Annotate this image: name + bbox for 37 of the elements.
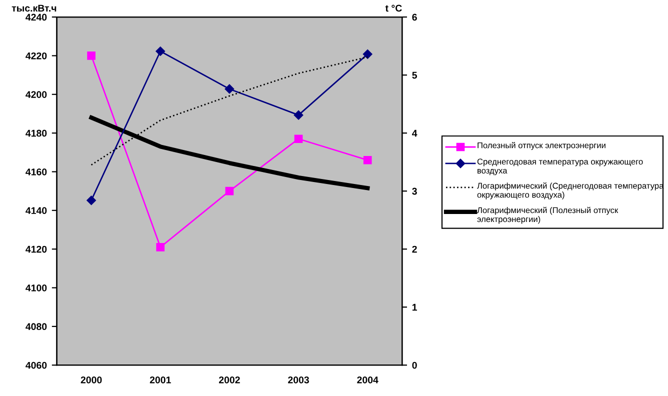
y-tick-label: 4140 (26, 207, 47, 214)
y2-tick-label: 5 (412, 72, 417, 79)
legend-label: Логарифмический (Полезный отпуск электроэнергии) (477, 206, 618, 224)
point (156, 242, 165, 252)
x-tick-label: 2000 (80, 376, 102, 384)
legend-label: Среднегодовая температура окружающего воздуха (477, 158, 643, 176)
x-tick-label: 2002 (218, 376, 240, 384)
y-tick-label: 4200 (26, 91, 47, 98)
point (225, 186, 234, 196)
y2-tick-label: 0 (412, 362, 417, 369)
y-tick-label: 4060 (26, 362, 47, 369)
point (86, 196, 96, 205)
point (294, 110, 304, 120)
y-axis-title: тыс.кВт.ч (12, 4, 56, 12)
y-tick-label: 4120 (26, 246, 47, 253)
y-tick-label: 4100 (26, 284, 47, 292)
y-tick-label: 4160 (26, 168, 47, 176)
y2-tick-label: 2 (412, 246, 417, 253)
point (362, 50, 372, 59)
y-tick-label: 4180 (26, 130, 47, 137)
y-tick-label: 4080 (26, 323, 47, 330)
point (363, 156, 372, 164)
y2-tick-label: 4 (412, 130, 418, 137)
point (294, 134, 303, 144)
y2-tick-label: 1 (412, 304, 417, 311)
legend-label: Полезный отпуск электроэнергии (478, 142, 606, 150)
x-tick-label: 2004 (357, 376, 378, 384)
point (156, 46, 166, 56)
y-tick-label: 4220 (26, 52, 47, 60)
point (224, 84, 234, 94)
y2-tick-label: 6 (412, 14, 417, 21)
y-tick-label: 4240 (26, 14, 47, 21)
y2-tick-label: 3 (412, 188, 417, 195)
y2-axis-title: t °C (385, 4, 402, 12)
x-tick-label: 2003 (288, 376, 309, 384)
point (87, 52, 96, 60)
x-tick-label: 2001 (150, 376, 171, 384)
